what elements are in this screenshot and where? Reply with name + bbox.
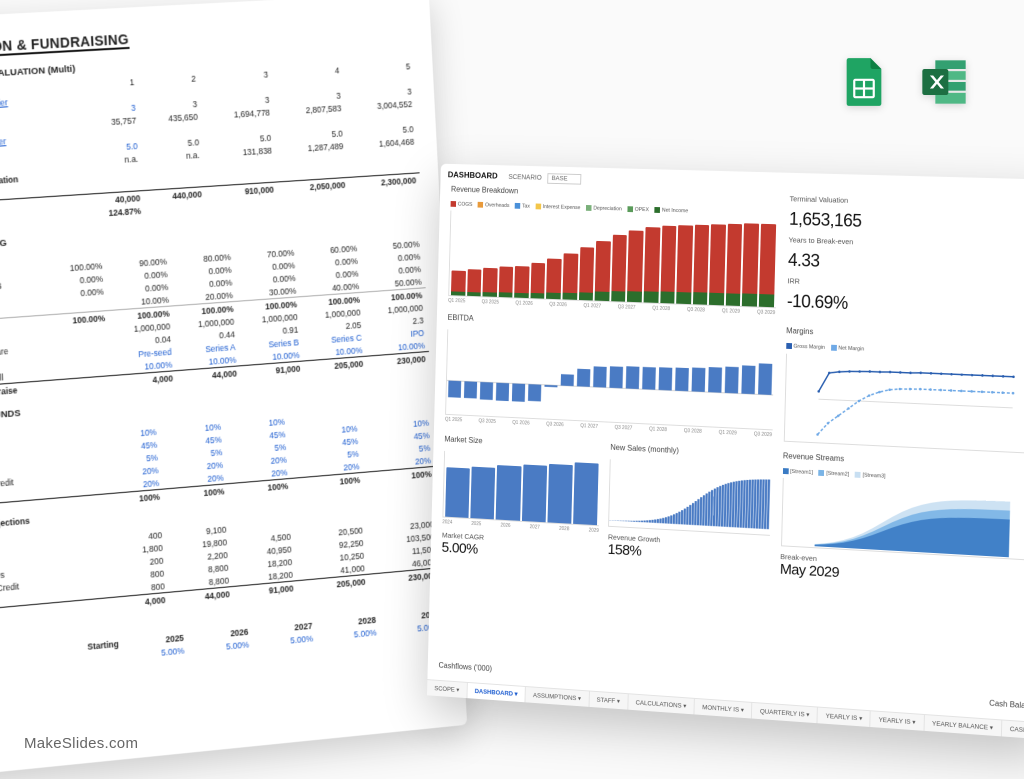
irr-value: -10.69%	[787, 291, 1024, 321]
premoney-table: 12345 Revenue Multiplier 33333 35,757435…	[0, 59, 421, 230]
sheet-tab[interactable]: ASSUMPTIONS ▾	[526, 687, 590, 707]
revenue-streams-chart: Revenue Streams [Stream1][Stream2][Strea…	[780, 451, 1024, 593]
sheet-tab[interactable]: CALCULATIONS ▾	[628, 694, 695, 714]
app-icons	[838, 56, 970, 108]
kpi-panel: Terminal Valuation 1,653,165 Years to Br…	[787, 194, 1024, 327]
dashboard-spreadsheet: DASHBOARD SCENARIO BASE Revenue Breakdow…	[427, 164, 1024, 740]
page-title: VALUATION & FUNDRAISING	[0, 31, 129, 60]
sheet-tab[interactable]: QUARTERLY IS ▾	[752, 703, 818, 723]
sheet-tab[interactable]: YEARLY BALANCE ▾	[924, 715, 1002, 736]
brand-label: MakeSlides.com	[24, 735, 138, 752]
google-sheets-icon	[838, 56, 890, 108]
market-size-chart: Market Size 202420252026202720282029 Mar…	[441, 435, 601, 567]
sheet-tab[interactable]: YEARLY IS ▾	[818, 708, 871, 727]
captable: Cap Table Founder100.00%90.00%80.00%70.0…	[0, 224, 430, 401]
revenue-breakdown-chart: Revenue Breakdown COGSOverheadsTaxIntere…	[448, 185, 778, 317]
years-breakeven-value: 4.33	[788, 250, 1024, 279]
use-table: CashflowMarketing10%10%10%Legal45%45%45%…	[0, 391, 441, 625]
terminal-valuation-value: 1,653,165	[789, 209, 1024, 238]
sheet-tab[interactable]: SCOPE ▾	[427, 680, 468, 698]
ebitda-chart: EBITDA Q1 2025Q3 2025Q1 2026Q3 2026Q1 20…	[445, 314, 775, 441]
cashflows-label: Cashflows ('000)	[438, 661, 492, 673]
sheet-tab[interactable]: YEARLY IS ▾	[871, 711, 925, 731]
sheet-tab[interactable]: MONTHLY IS ▾	[695, 699, 753, 719]
sheet-tabs: SCOPE ▾DASHBOARD ▾ASSUMPTIONS ▾STAFF ▾CA…	[427, 679, 1024, 740]
margins-chart: Margins Gross MarginNet Margin	[783, 327, 1024, 454]
sheet-tab[interactable]: DASHBOARD ▾	[467, 683, 526, 702]
sheet-tab[interactable]: CASHFLOW ▾	[1002, 720, 1024, 739]
new-sales-chart: New Sales (monthly) Revenue Growth 158%	[607, 443, 771, 577]
sheet-tab[interactable]: STAFF ▾	[589, 691, 628, 709]
scenario-select[interactable]: BASE	[547, 173, 581, 184]
excel-icon	[918, 56, 970, 108]
valuation-spreadsheet: 1234567 VALUATION & FUNDRAISING PRE-MONE…	[0, 0, 467, 779]
cashbalance-label: Cash Balance	[989, 699, 1024, 711]
dashboard-label: DASHBOARD	[448, 170, 498, 181]
